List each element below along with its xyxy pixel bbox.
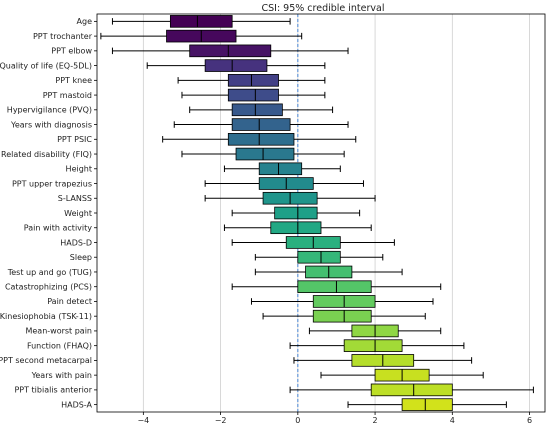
box-5 [181, 88, 326, 102]
y-tick-label-2: PPT elbow [51, 47, 92, 56]
box-10 [223, 162, 341, 176]
y-tick-label-20: Kinesiophobia (TSK-11) [0, 312, 92, 321]
x-tick-label-0: −4 [137, 416, 149, 425]
y-tick-label-26: HADS-A [61, 400, 92, 409]
box-iqr-6 [231, 103, 283, 117]
box-23 [293, 354, 473, 367]
box-iqr-3 [204, 59, 268, 72]
box-25 [289, 383, 534, 397]
box-18 [231, 280, 442, 293]
y-tick-label-6: Hypervigilance (PVQ) [7, 106, 92, 115]
box-iqr-20 [312, 309, 372, 323]
box-iqr-22 [343, 339, 403, 352]
box-19 [250, 295, 434, 308]
box-13 [231, 206, 361, 220]
box-17 [254, 265, 403, 279]
box-26 [347, 398, 507, 411]
box-iqr-25 [370, 383, 453, 397]
box-6 [189, 103, 334, 117]
y-tick-label-10: Height [66, 165, 92, 174]
y-tick-label-1: PPT trochanter [33, 32, 93, 41]
box-iqr-0 [169, 15, 233, 28]
box-iqr-7 [231, 118, 291, 131]
box-14 [223, 221, 372, 235]
y-tick-label-14: Pain with activity [24, 224, 92, 233]
y-tick-label-9: Related disability (FIQ) [1, 150, 92, 159]
y-tick-label-11: PPT upper trapezius [12, 179, 92, 188]
box-21 [308, 324, 442, 338]
box-11 [204, 177, 364, 190]
box-0 [111, 15, 291, 28]
box-iqr-5 [227, 88, 279, 102]
box-20 [262, 309, 426, 323]
box-iqr-13 [274, 206, 318, 220]
box-7 [173, 118, 349, 131]
box-iqr-16 [297, 250, 341, 264]
box-4 [177, 74, 326, 87]
box-iqr-8 [227, 132, 295, 146]
box-12 [204, 191, 376, 205]
box-1 [100, 29, 303, 43]
y-tick-label-21: Mean-worst pain [25, 327, 92, 336]
box-iqr-2 [189, 44, 272, 58]
box-iqr-18 [297, 280, 372, 293]
box-22 [289, 339, 465, 352]
box-iqr-4 [227, 74, 279, 87]
x-axis-ticks: −4 −2 0 2 4 6 [137, 412, 532, 425]
y-tick-label-8: PPT PSIC [57, 135, 92, 144]
box-iqr-10 [258, 162, 303, 176]
box-iqr-14 [270, 221, 322, 235]
x-tick-label-5: 6 [527, 416, 532, 425]
y-tick-label-19: Pain detect [47, 297, 92, 306]
y-tick-label-15: HADS-D [60, 238, 92, 247]
y-tick-label-4: PPT knee [55, 76, 92, 85]
y-tick-label-24: Years with pain [31, 371, 92, 380]
box-24 [320, 368, 484, 382]
y-tick-label-13: Weight [64, 209, 92, 218]
chart-title: CSI: 95% credible interval [261, 3, 384, 14]
x-tick-label-2: 0 [295, 416, 300, 425]
box-3 [146, 59, 326, 72]
box-8 [162, 132, 357, 146]
y-axis-ticks: Age PPT trochanter PPT elbow Quality of lif… [0, 17, 97, 409]
boxplot-series [100, 15, 534, 411]
box-iqr-9 [235, 147, 295, 161]
x-tick-label-3: 2 [373, 416, 378, 425]
x-tick-label-1: −2 [215, 416, 227, 425]
box-15 [231, 236, 395, 249]
y-tick-label-17: Test up and go (TUG) [7, 268, 92, 277]
y-tick-label-0: Age [77, 17, 93, 26]
y-tick-label-23: PPT second metacarpal [0, 356, 92, 365]
box-iqr-26 [401, 398, 453, 411]
x-tick-label-4: 4 [450, 416, 455, 425]
y-tick-label-5: PPT mastoid [43, 91, 92, 100]
box-2 [111, 44, 349, 58]
y-tick-label-22: Function (FHAQ) [27, 341, 92, 350]
y-tick-label-18: Catastrophizing (PCS) [5, 283, 92, 292]
box-16 [254, 250, 384, 264]
y-tick-label-7: Years with diagnosis [10, 120, 92, 129]
y-tick-label-25: PPT tibialis anterior [14, 386, 92, 395]
y-tick-label-16: Sleep [70, 253, 92, 262]
box-9 [181, 147, 345, 161]
y-tick-label-3: Quality of life (EQ-5DL) [0, 61, 92, 70]
y-tick-label-12: S-LANSS [58, 194, 92, 203]
